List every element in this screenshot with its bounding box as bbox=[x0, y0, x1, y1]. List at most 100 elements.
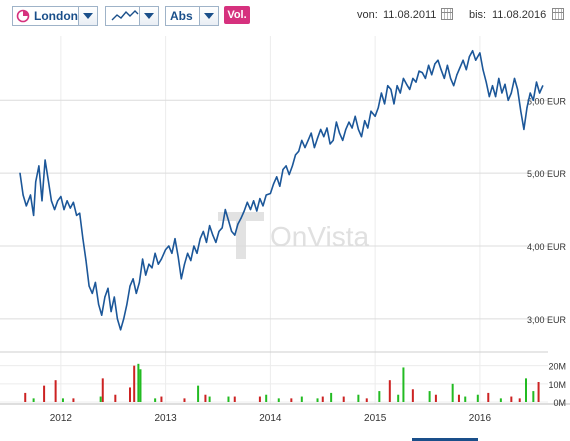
scroll-indicator bbox=[412, 438, 478, 441]
price-point bbox=[25, 205, 27, 207]
volume-bar bbox=[43, 385, 46, 402]
chart-toolbar: London Abs Vol. von: 11.08.2011 bis: 11.… bbox=[0, 0, 570, 34]
to-label: bis: bbox=[469, 9, 487, 21]
price-point bbox=[279, 185, 281, 187]
price-point bbox=[171, 252, 173, 254]
price-point bbox=[501, 92, 503, 94]
scale-select[interactable]: Abs bbox=[165, 6, 219, 26]
price-point bbox=[231, 230, 233, 233]
volume-bar bbox=[464, 396, 467, 402]
price-point bbox=[168, 245, 170, 247]
price-point bbox=[151, 267, 153, 269]
price-point bbox=[498, 77, 500, 80]
volume-bar bbox=[227, 396, 230, 402]
chevron-down-icon[interactable] bbox=[199, 7, 218, 25]
price-point bbox=[29, 194, 32, 196]
chevron-down-icon[interactable] bbox=[78, 7, 97, 25]
volume-bar bbox=[518, 398, 521, 402]
price-point bbox=[104, 296, 106, 298]
price-point bbox=[19, 172, 21, 174]
price-point bbox=[174, 238, 176, 240]
volume-bar bbox=[411, 389, 414, 402]
price-point bbox=[69, 207, 71, 209]
volume-bar bbox=[476, 394, 479, 402]
price-point bbox=[262, 205, 264, 207]
price-point bbox=[47, 179, 49, 182]
price-point bbox=[390, 88, 392, 90]
price-point bbox=[507, 99, 509, 101]
volume-bar bbox=[402, 367, 405, 402]
volume-bar bbox=[525, 378, 527, 402]
price-point bbox=[446, 64, 449, 66]
volume-toggle-button[interactable]: Vol. bbox=[224, 6, 250, 24]
price-point bbox=[253, 200, 255, 202]
price-point bbox=[482, 69, 484, 71]
volume-bar bbox=[139, 369, 142, 402]
price-point bbox=[240, 217, 242, 219]
price-point bbox=[269, 192, 271, 195]
from-date[interactable]: 11.08.2011 bbox=[383, 9, 437, 21]
price-point bbox=[412, 77, 414, 80]
price-point bbox=[415, 81, 417, 83]
price-point bbox=[205, 241, 208, 243]
price-point bbox=[97, 303, 100, 305]
price-point bbox=[57, 200, 59, 202]
volume-bar bbox=[290, 398, 293, 402]
price-point bbox=[357, 128, 359, 131]
volume-bar bbox=[451, 383, 454, 402]
price-point bbox=[313, 147, 315, 149]
price-point bbox=[462, 59, 464, 61]
price-point bbox=[119, 329, 122, 331]
price-point bbox=[301, 139, 303, 141]
line-chart-icon bbox=[111, 10, 139, 21]
price-point bbox=[291, 165, 293, 167]
price-point bbox=[488, 96, 490, 98]
price-point bbox=[520, 110, 522, 112]
price-point bbox=[431, 74, 433, 76]
price-point bbox=[517, 88, 519, 90]
volume-bar bbox=[499, 398, 502, 402]
calendar-icon[interactable] bbox=[441, 8, 453, 20]
price-point bbox=[101, 314, 103, 316]
price-point bbox=[354, 115, 356, 117]
volume-bar bbox=[357, 394, 360, 402]
volume-bar bbox=[388, 380, 391, 402]
calendar-icon[interactable] bbox=[552, 8, 564, 20]
price-point bbox=[535, 81, 538, 83]
chevron-down-icon[interactable] bbox=[139, 7, 158, 25]
volume-bar bbox=[99, 396, 102, 402]
price-point bbox=[465, 69, 467, 71]
volume-bar bbox=[233, 396, 236, 402]
x-tick-label: 2016 bbox=[469, 413, 492, 424]
price-point bbox=[183, 263, 186, 265]
volume-bar bbox=[265, 394, 268, 402]
price-point bbox=[510, 92, 512, 94]
volume-bar bbox=[32, 398, 35, 402]
exchange-icon bbox=[16, 9, 30, 23]
volume-bar bbox=[204, 394, 207, 402]
chart-style-select[interactable] bbox=[105, 6, 159, 26]
exchange-select[interactable]: London bbox=[12, 6, 98, 26]
to-date[interactable]: 11.08.2016 bbox=[492, 9, 547, 21]
price-point bbox=[495, 96, 497, 98]
volume-bar bbox=[137, 363, 140, 402]
price-point bbox=[326, 127, 328, 129]
from-label: von: bbox=[357, 9, 378, 21]
volume-bar bbox=[277, 398, 280, 402]
price-point bbox=[35, 181, 37, 183]
price-point bbox=[440, 69, 442, 71]
price-point bbox=[88, 285, 90, 287]
price-point bbox=[116, 318, 119, 320]
scale-label: Abs bbox=[170, 9, 193, 23]
price-point bbox=[75, 214, 78, 216]
price-point bbox=[402, 77, 405, 80]
price-point bbox=[380, 92, 383, 94]
price-point bbox=[218, 230, 220, 233]
volume-bar bbox=[316, 398, 319, 402]
price-point bbox=[485, 81, 487, 83]
price-point bbox=[148, 263, 150, 265]
volume-bar bbox=[397, 394, 400, 402]
price-point bbox=[215, 241, 217, 243]
price-point bbox=[94, 281, 97, 284]
